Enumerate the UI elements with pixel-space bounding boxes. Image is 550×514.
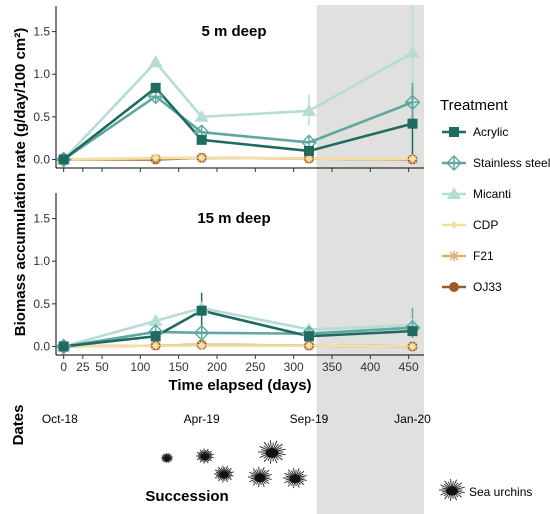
panel-title: 15 m deep [197, 210, 270, 227]
y-tick-label: 1.0 [33, 67, 50, 81]
x-tick-label: 200 [207, 360, 227, 374]
data-point-micanti [194, 109, 209, 122]
urchin-body [446, 486, 458, 496]
data-point-acrylic [196, 134, 207, 145]
data-point-acrylic [58, 154, 69, 165]
x-tick-label: 450 [399, 360, 419, 374]
data-point-acrylic [304, 331, 314, 342]
data-point-cdp [305, 154, 313, 163]
y-axis-title: Biomass accumulation rate (g/day/100 cm²… [12, 28, 29, 336]
sea-urchins-legend-label: Sea urchins [469, 485, 532, 499]
data-point-acrylic [150, 82, 161, 93]
legend-marker [449, 251, 459, 261]
data-point-acrylic [58, 341, 69, 352]
data-point-micanti [405, 45, 420, 58]
data-point-acrylic [304, 145, 314, 156]
data-point-cdp [305, 341, 313, 350]
x-tick-label: 25 [76, 360, 90, 374]
y-tick-label: 0.0 [33, 152, 50, 166]
sea-urchin-icon [248, 466, 272, 488]
legend-label: F21 [473, 249, 494, 263]
x-tick-label: 350 [322, 360, 342, 374]
data-point-cdp [151, 341, 160, 350]
legend-label: Micanti [473, 187, 511, 201]
x-axis-title: Time elapsed (days) [168, 377, 311, 394]
sea-urchin-icon [258, 440, 286, 464]
legend-label: Acrylic [473, 125, 508, 139]
data-point-cdp [408, 154, 417, 163]
sea-urchin-icon [283, 467, 307, 489]
data-point-micanti [302, 103, 316, 116]
y-tick-label: 0.0 [33, 339, 50, 353]
dates-label: Dates [10, 405, 27, 446]
data-point-cdp [197, 153, 206, 162]
data-point-micanti [148, 313, 163, 326]
y-tick-label: 1.5 [33, 212, 50, 226]
y-tick-label: 0.5 [33, 110, 50, 124]
x-tick-label: 250 [245, 360, 265, 374]
data-point-acrylic [196, 305, 207, 316]
data-point-acrylic [407, 326, 418, 337]
urchin-body [164, 456, 170, 462]
x-tick-label: 100 [130, 360, 150, 374]
x-tick-label: 0 [60, 360, 67, 374]
legend-label: OJ33 [473, 280, 502, 294]
legend-marker [449, 127, 459, 137]
shaded-region [316, 5, 424, 514]
urchin-body [219, 471, 229, 479]
sea-urchin-legend-icon [439, 478, 465, 502]
legend-label: Stainless steel [473, 156, 550, 170]
data-point-cdp [408, 342, 417, 351]
urchin-body [289, 474, 301, 484]
y-tick-label: 0.5 [33, 297, 50, 311]
data-point-acrylic [150, 331, 161, 342]
sea-urchin-icon [214, 465, 234, 483]
urchin-body [200, 453, 210, 461]
y-tick-label: 1.0 [33, 254, 50, 268]
date-label: Jan-20 [394, 412, 431, 426]
legend-label: CDP [473, 218, 498, 232]
urchin-body [254, 473, 266, 483]
data-point-stainless-steel [404, 94, 421, 111]
legend-marker [446, 155, 462, 171]
x-tick-label: 400 [360, 360, 380, 374]
date-label: Sep-19 [290, 412, 329, 426]
series-line-cdp [63, 344, 413, 348]
urchin-body [265, 448, 279, 458]
y-tick-label: 1.5 [33, 25, 50, 39]
data-point-cdp [197, 341, 206, 350]
x-tick-label: 300 [284, 360, 304, 374]
panel-title: 5 m deep [201, 23, 266, 40]
legend-marker [447, 187, 461, 199]
sea-urchin-icon [196, 448, 214, 464]
data-point-micanti [148, 55, 163, 68]
data-point-stainless-steel [193, 324, 210, 341]
legend-marker [449, 282, 459, 292]
series-line-cdp [63, 156, 413, 161]
legend-marker [450, 221, 458, 229]
date-label: Oct-18 [42, 412, 78, 426]
sea-urchin-icon [161, 452, 173, 464]
date-label: Apr-19 [184, 412, 220, 426]
x-tick-label: 150 [169, 360, 189, 374]
legend-title: Treatment [440, 97, 509, 114]
data-point-cdp [151, 153, 160, 162]
succession-label: Succession [145, 488, 228, 505]
x-tick-label: 50 [95, 360, 109, 374]
data-point-acrylic [407, 118, 418, 129]
